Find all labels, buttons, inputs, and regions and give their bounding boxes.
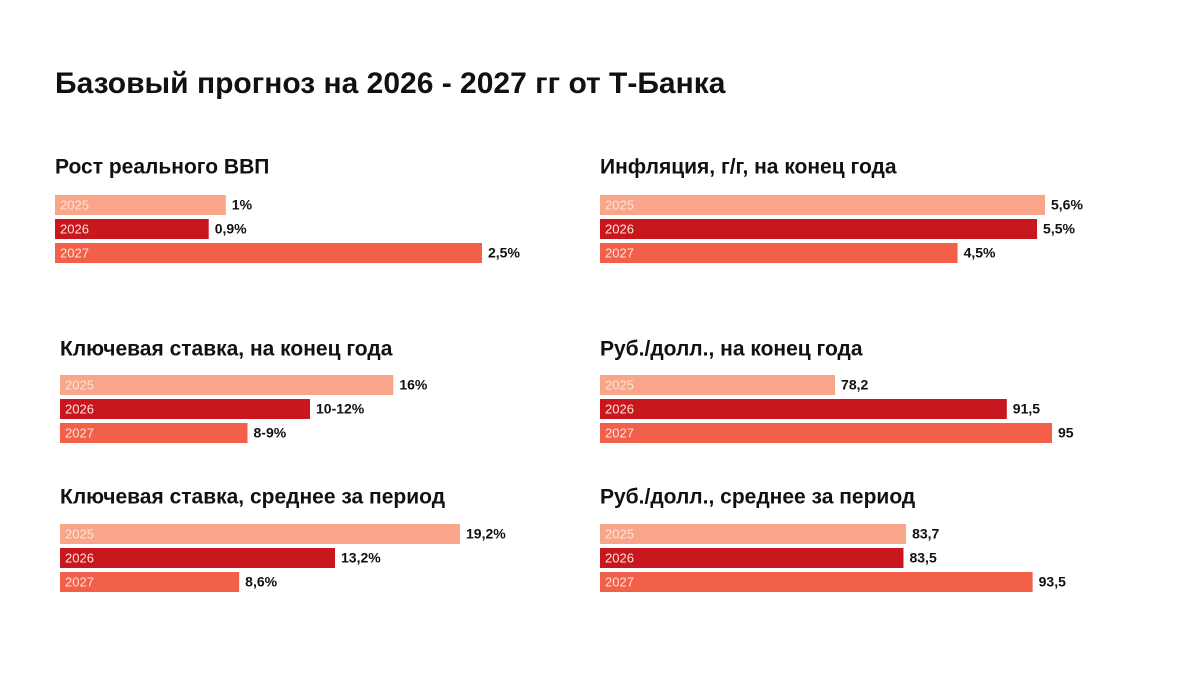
category-label: 2025: [605, 197, 634, 212]
panel: Рост реального ВВП 2025 1% 2026 0,9% 2027 2,5%: [55, 156, 520, 263]
bar: [600, 423, 1052, 443]
value-label: 83,7: [912, 526, 939, 542]
bar: [600, 524, 907, 544]
panel: Руб./долл., на конец года 2025 78,2 2026 91,…: [600, 338, 1074, 443]
panel-title: Руб./долл., на конец года: [600, 338, 863, 361]
category-label: 2025: [60, 197, 89, 212]
panel: Руб./долл., среднее за период 2025 83,7 202…: [600, 486, 1066, 592]
value-label: 13,2%: [341, 550, 381, 566]
bar: [600, 572, 1033, 592]
value-label: 1%: [232, 197, 253, 213]
value-label: 8-9%: [254, 425, 287, 441]
panel-title: Инфляция, г/г, на конец года: [600, 156, 897, 179]
value-label: 4,5%: [964, 245, 996, 261]
panel-title: Ключевая ставка, на конец года: [60, 338, 393, 361]
panel-title: Рост реального ВВП: [55, 156, 269, 179]
category-label: 2025: [65, 377, 94, 392]
category-label: 2026: [60, 221, 89, 236]
category-label: 2027: [65, 425, 94, 440]
page-title: Базовый прогноз на 2026 - 2027 гг от Т-Б…: [55, 67, 726, 100]
category-label: 2026: [605, 221, 634, 236]
bar: [55, 243, 482, 263]
panel-title: Руб./долл., среднее за период: [600, 486, 915, 509]
category-label: 2027: [65, 574, 94, 589]
bar: [55, 195, 226, 215]
value-label: 5,6%: [1051, 197, 1083, 213]
bar: [60, 572, 240, 592]
category-label: 2025: [65, 526, 94, 541]
value-label: 5,5%: [1043, 221, 1075, 237]
panel: Ключевая ставка, на конец года 2025 16% 202…: [60, 338, 428, 443]
bar: [600, 219, 1038, 239]
category-label: 2027: [605, 574, 634, 589]
panel: Инфляция, г/г, на конец года 2025 5,6% 2026…: [600, 156, 1083, 263]
bar: [600, 195, 1045, 215]
category-label: 2026: [605, 550, 634, 565]
bar: [60, 524, 460, 544]
value-label: 10-12%: [316, 401, 365, 417]
value-label: 2,5%: [488, 245, 520, 261]
bar: [600, 399, 1007, 419]
category-label: 2026: [65, 401, 94, 416]
value-label: 91,5: [1013, 401, 1040, 417]
bar: [600, 548, 904, 568]
bar: [600, 243, 958, 263]
category-label: 2027: [605, 425, 634, 440]
panel: Ключевая ставка, среднее за период 2025 19…: [60, 486, 506, 592]
value-label: 0,9%: [215, 221, 247, 237]
category-label: 2025: [605, 377, 634, 392]
bar: [60, 375, 394, 395]
value-label: 19,2%: [466, 526, 506, 542]
bar: [600, 375, 836, 395]
value-label: 95: [1058, 425, 1074, 441]
category-label: 2026: [605, 401, 634, 416]
value-label: 8,6%: [245, 574, 277, 590]
value-label: 83,5: [909, 550, 936, 566]
bar: [60, 399, 310, 419]
bar: [55, 219, 209, 239]
category-label: 2026: [65, 550, 94, 565]
value-label: 78,2: [841, 377, 868, 393]
bar: [60, 548, 335, 568]
category-label: 2027: [605, 245, 634, 260]
value-label: 16%: [399, 377, 428, 393]
bar: [60, 423, 248, 443]
value-label: 93,5: [1039, 574, 1066, 590]
panel-title: Ключевая ставка, среднее за период: [60, 486, 445, 509]
category-label: 2027: [60, 245, 89, 260]
category-label: 2025: [605, 526, 634, 541]
